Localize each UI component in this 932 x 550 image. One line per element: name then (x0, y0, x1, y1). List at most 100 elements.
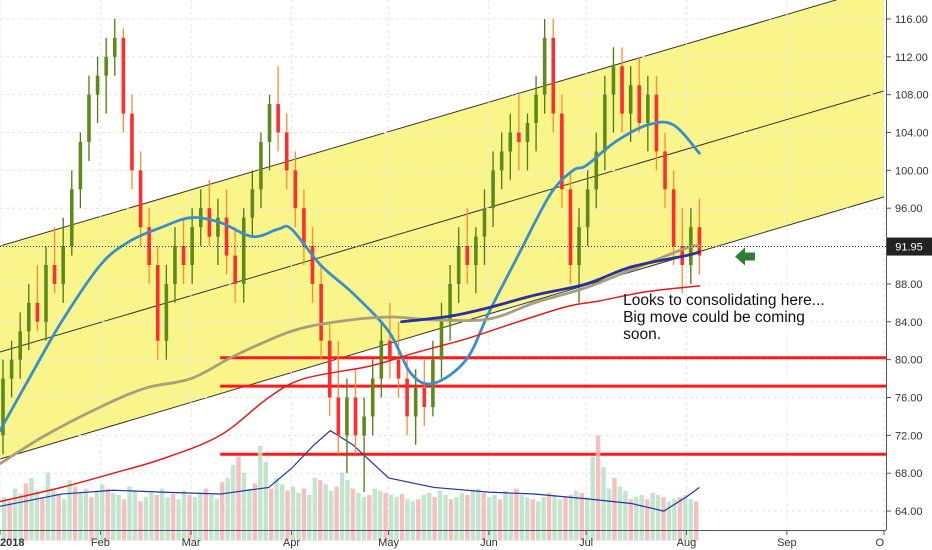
volume-bar (12, 488, 18, 541)
volume-bar (318, 480, 323, 541)
candle-body (147, 227, 151, 265)
volume-bar (383, 492, 388, 541)
candle-body (35, 302, 40, 322)
volume-bar (644, 499, 650, 541)
volume-bar (219, 482, 225, 541)
volume-bar (405, 499, 410, 541)
candle-body (18, 331, 22, 360)
volume-bar (350, 488, 356, 541)
volume-bar (585, 497, 590, 541)
candle-body (620, 66, 624, 114)
y-tick-label: 96.00 (895, 203, 923, 215)
y-tick-label: 100.00 (895, 165, 929, 177)
x-tick-label: Aug (677, 537, 697, 549)
candle-body (611, 66, 616, 95)
volume-bar (655, 494, 661, 541)
candle-body (448, 283, 452, 322)
candle-body (319, 283, 323, 341)
volume-bar (666, 501, 672, 541)
volume-bar (541, 497, 546, 541)
volume-bar (154, 494, 160, 541)
volume-bar (72, 486, 78, 541)
volume-bar (612, 477, 617, 541)
candle-body (95, 75, 100, 95)
candles (1, 18, 702, 493)
volume-bar (377, 490, 383, 541)
candle-body (345, 397, 349, 436)
volume-bar (67, 480, 72, 541)
candle-body (164, 283, 169, 341)
volume-bar (361, 497, 367, 541)
volume-bar (307, 494, 312, 541)
volume-bar (105, 488, 110, 541)
candle-body (396, 359, 401, 379)
volume-bar (546, 492, 552, 541)
volume-bar (241, 472, 247, 541)
volume-bar (116, 494, 121, 541)
candle-body (370, 378, 375, 417)
candle-body (216, 217, 220, 237)
volume-bar (503, 490, 508, 541)
volume-bar (432, 497, 437, 541)
volume-bar (138, 501, 143, 541)
candle-body (327, 340, 332, 398)
volume-bar (426, 492, 432, 541)
candle-body (138, 170, 143, 228)
volume-bar (634, 497, 639, 541)
volume-bar (34, 490, 40, 541)
volume-bar (334, 486, 339, 541)
candle-body (155, 265, 160, 341)
volume-bar (56, 493, 61, 541)
volume-bar (606, 488, 612, 541)
candle-body (551, 37, 556, 114)
y-tick-label: 112.00 (895, 52, 928, 64)
volume-bar (225, 477, 230, 541)
x-tick-label: 2018 (0, 537, 24, 549)
candle-body (241, 217, 246, 284)
volume-bar (508, 492, 514, 541)
y-tick-label: 104.00 (895, 128, 929, 140)
candle-body (491, 170, 495, 209)
candle-body (534, 94, 538, 124)
candle-body (508, 132, 513, 152)
volume-bar (693, 501, 699, 541)
candle-body (603, 94, 607, 152)
volume-bar (465, 494, 470, 541)
annotation: Looks to consolidating here...Big move c… (623, 292, 825, 343)
moving-average-line (0, 244, 701, 466)
x-tick-label: O (875, 537, 884, 549)
y-tick-label: 116.00 (895, 14, 928, 26)
volume-bar (372, 488, 377, 541)
volume-bar (535, 501, 541, 541)
volume-bar (160, 488, 165, 541)
volume-bar (617, 486, 623, 541)
volume-bar (323, 484, 328, 541)
y-tick-label: 88.00 (895, 279, 923, 291)
volume-bar (296, 492, 301, 541)
candle-body (224, 217, 229, 256)
candle-body (87, 94, 91, 142)
candle-body (9, 359, 14, 379)
candle-body (697, 227, 702, 256)
volume-bar (443, 494, 448, 541)
volume-bar (268, 488, 274, 541)
volume-bar (181, 490, 187, 541)
volume-bar (454, 497, 459, 541)
candle-body (112, 37, 117, 57)
volume-bar (23, 483, 29, 541)
volume-bar (568, 494, 574, 541)
moving-average-line (0, 120, 701, 433)
candle-body (525, 123, 530, 142)
candle-body (61, 246, 65, 284)
candle-body (663, 151, 667, 190)
candle-body (405, 378, 409, 417)
x-tick-label: May (378, 537, 399, 549)
candle-body (560, 113, 564, 190)
volume-bar (176, 499, 181, 541)
volume-bar (132, 490, 138, 541)
candle-body (482, 208, 487, 237)
volume-bar (661, 497, 666, 541)
candle-body (1, 378, 5, 436)
volume-bar (519, 494, 525, 541)
moving-average-line (0, 285, 701, 503)
